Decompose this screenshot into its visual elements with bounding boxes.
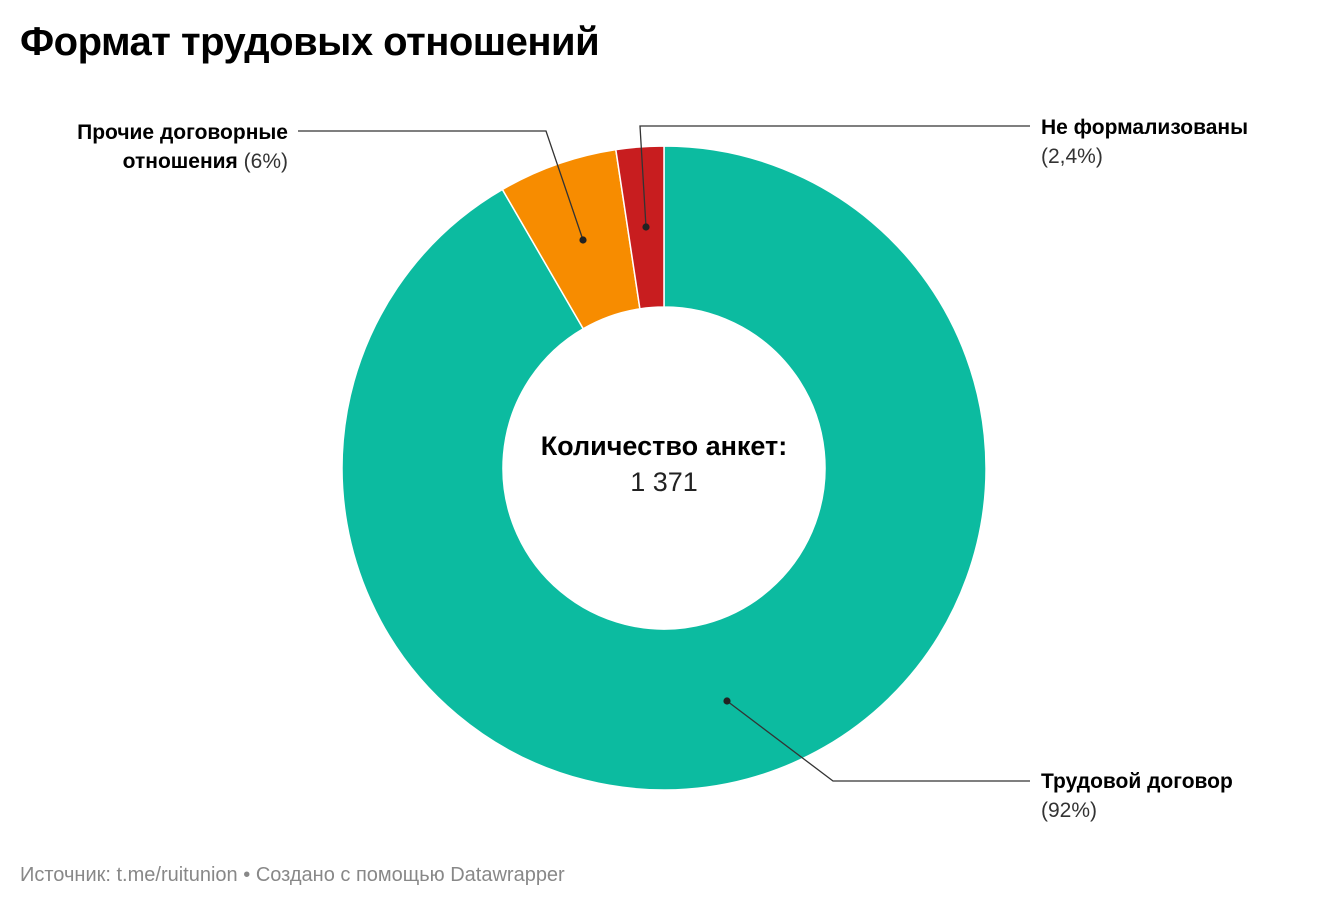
created-with-link[interactable]: Создано с помощью Datawrapper	[255, 864, 565, 886]
source-link[interactable]: t.me/ruitunion	[116, 864, 238, 886]
label-employment-contract: Трудовой договор (92%)	[1041, 767, 1233, 825]
slice-not-formalized	[614, 145, 665, 310]
label-other-contracts-name-line2: отношения	[122, 150, 238, 173]
chart-title: Формат трудовых отношений	[20, 20, 600, 64]
slice-employment-contract	[341, 145, 987, 791]
leader-line-other-contracts	[298, 130, 584, 241]
center-title: Количество анкет:	[540, 431, 788, 461]
label-not-formalized-name: Не формализованы	[1041, 116, 1249, 139]
label-not-formalized-percent: (2,4%)	[1041, 145, 1103, 168]
center-value: 1 371	[630, 467, 698, 497]
source-footer: Источник: t.me/ruitunion • Создано с пом…	[20, 864, 565, 887]
leader-line-employment-contract	[726, 700, 1030, 782]
label-employment-contract-name: Трудовой договор	[1041, 770, 1233, 793]
label-other-contracts-percent: (6%)	[243, 150, 288, 173]
source-label: Источник:	[20, 864, 111, 886]
footer-separator: •	[243, 864, 251, 886]
label-not-formalized: Не формализованы (2,4%)	[1041, 113, 1248, 171]
label-other-contracts: Прочие договорные отношения (6%)	[40, 118, 288, 176]
donut-slices	[341, 145, 987, 791]
leader-dot-employment-contract	[723, 697, 731, 705]
label-employment-contract-percent: (92%)	[1041, 799, 1098, 822]
leader-lines	[298, 125, 1030, 782]
leader-dot-other-contracts	[579, 236, 587, 244]
leader-line-not-formalized	[639, 125, 1030, 228]
donut-center-label: Количество анкет: 1 371	[464, 428, 864, 500]
label-other-contracts-name-line1: Прочие договорные	[77, 121, 288, 144]
leader-dot-not-formalized	[642, 223, 650, 231]
